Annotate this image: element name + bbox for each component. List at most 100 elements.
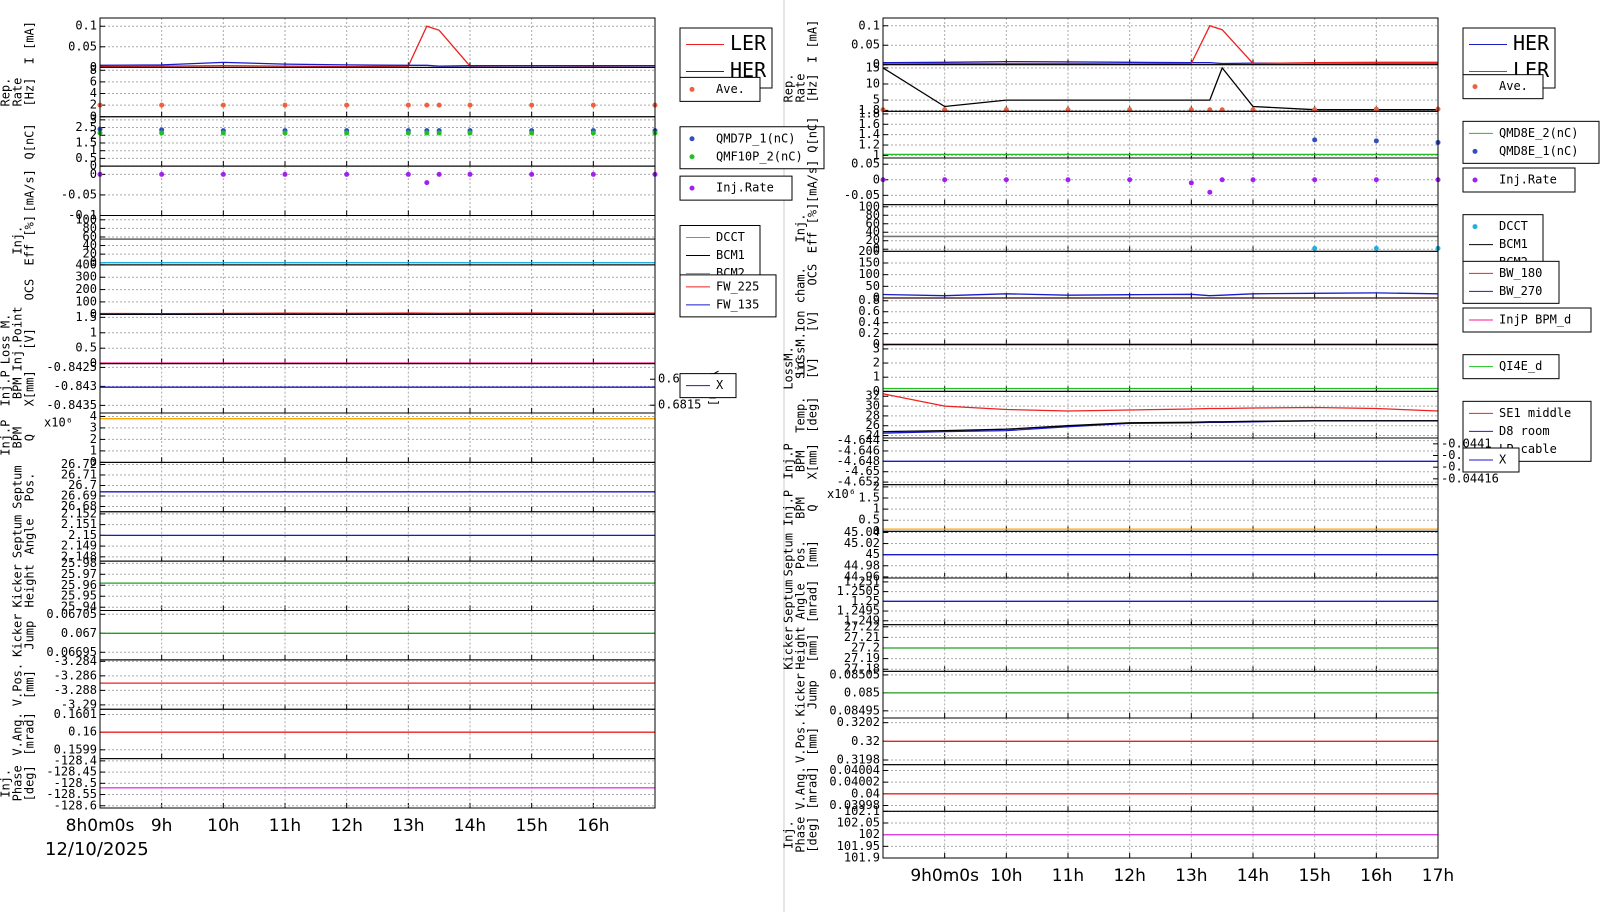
y-tick-label: 0.5 <box>858 513 880 527</box>
y-tick-label: 0.6 <box>858 304 880 318</box>
y-tick-label: 1.8 <box>858 106 880 120</box>
y-tick-label: 0.2 <box>858 326 880 340</box>
data-point <box>1188 180 1194 186</box>
y-tick-label: 3 <box>873 341 880 355</box>
x-tick-label: 10h <box>207 816 239 836</box>
y-tick-label: -128.45 <box>46 765 97 779</box>
y-tick-label: 0.067 <box>61 626 97 640</box>
legend-label: Ave. <box>716 82 745 96</box>
y-tick-label: 0.05 <box>851 157 880 171</box>
y-axis-label: Jump <box>806 680 820 709</box>
y-axis-label: Septum <box>11 465 25 508</box>
y-tick-label: -3.284 <box>54 654 97 668</box>
y-tick-label: 26 <box>866 418 880 432</box>
data-point <box>436 171 442 177</box>
y-axis-label: Rep. <box>0 78 13 107</box>
legend-marker <box>1472 84 1478 90</box>
y-tick-label: 0.1 <box>75 19 97 33</box>
y-tick-label: 27.19 <box>844 651 880 665</box>
data-line <box>882 25 1438 65</box>
y-tick-label: 44.96 <box>844 569 880 583</box>
y-tick-label: -3.29 <box>61 697 97 711</box>
y-axis-label: Kicker <box>794 673 808 716</box>
y-tick-label: 0 <box>90 159 97 173</box>
y-tick-label: 100 <box>858 267 880 281</box>
data-line <box>882 393 1439 412</box>
y-tick-label: 27.21 <box>844 630 880 644</box>
y-tick-label: 45 <box>866 547 880 561</box>
y-tick-label: -128.55 <box>46 787 97 801</box>
data-point <box>424 102 430 108</box>
data-point <box>942 177 948 183</box>
data-point <box>282 102 288 108</box>
y-axis-label: [mA/s] <box>806 160 820 203</box>
y-exponent: x10⁶ <box>44 416 73 430</box>
y-tick-label: 2 <box>90 98 97 112</box>
y-axis-label: V.Pos. <box>11 663 25 706</box>
y-tick-label: 0.3198 <box>837 753 880 767</box>
y-axis-label: [V] <box>23 328 37 350</box>
y-axis-label: Rep. <box>782 74 796 103</box>
y-axis-label: [mrad] <box>806 580 820 623</box>
y-tick-label: 0.5 <box>75 151 97 165</box>
y-axis-label: V.Ang. <box>11 712 25 755</box>
y-tick-label: 0.05 <box>851 38 880 52</box>
legend-label: FW_135 <box>716 297 759 311</box>
y-tick-label: 28 <box>866 408 880 422</box>
y-tick-label: 50 <box>866 279 880 293</box>
y-axis-label: Inj.P <box>782 443 796 479</box>
y-axis-label: Inj. <box>11 226 25 255</box>
y-tick-label: 150 <box>858 256 880 270</box>
y-tick-label: -3.286 <box>54 668 97 682</box>
y-axis-label: [deg] <box>806 397 820 433</box>
legend-label: LER <box>730 31 767 55</box>
x-tick-label: 9h <box>151 816 173 836</box>
y-tick-label: 2.15 <box>68 528 97 542</box>
x-tick-label: 16h <box>577 816 609 836</box>
data-point <box>220 171 226 177</box>
y-axis-label: Rate <box>794 74 808 103</box>
y-tick-label: 8 <box>90 63 97 77</box>
y-axis-label: [Hz] <box>806 74 820 103</box>
y-tick-label: 60 <box>83 229 97 243</box>
y-tick-label: 100 <box>75 294 97 308</box>
legend-label: QMD8E_1(nC) <box>1499 144 1578 158</box>
x-tick-label: 10h <box>990 866 1022 886</box>
y-tick-label: 0.3202 <box>837 715 880 729</box>
y-axis-label: Q <box>806 504 820 511</box>
data-point <box>159 171 165 177</box>
legend-marker <box>689 154 695 160</box>
data-point <box>1312 177 1318 183</box>
y-tick-label: 0 <box>90 60 97 74</box>
y-axis-label: Q[nC] <box>806 117 820 153</box>
legend-box <box>1462 167 1576 193</box>
y-tick-label: 25.95 <box>61 589 97 603</box>
y-tick-label: 20 <box>866 233 880 247</box>
legend-label: QMF10P_2(nC) <box>716 149 803 163</box>
y-axis-label: Temp. <box>794 397 808 433</box>
data-point <box>1250 177 1256 183</box>
data-point <box>467 171 473 177</box>
data-point <box>282 171 288 177</box>
legend-label: HER <box>1513 31 1550 55</box>
y-tick-label: 1.25 <box>851 594 880 608</box>
data-point <box>159 102 165 108</box>
y-tick-label: 0 <box>873 172 880 186</box>
y-tick-label: 26.72 <box>61 457 97 471</box>
y-tick-label: -128.5 <box>54 776 97 790</box>
y-axis-label: V.Pos. <box>794 720 808 763</box>
y-axis-label: Height <box>23 564 37 607</box>
y-tick-label: -0.843 <box>54 379 97 393</box>
y-tick-label: 25.98 <box>61 556 97 570</box>
y-tick-label: 1.2505 <box>837 584 880 598</box>
x-tick-label: 17h <box>1422 866 1454 886</box>
y-axis-label: Angle <box>794 583 808 619</box>
y-tick-label: 1.2495 <box>837 604 880 618</box>
y2-tick-label: -0.04416 <box>1441 471 1499 485</box>
y-tick-label: 200 <box>858 244 880 258</box>
y-tick-label: 1.2 <box>858 138 880 152</box>
y-tick-label: -4.648 <box>837 454 880 468</box>
y-axis-label: Eff [%] <box>23 215 37 266</box>
y-tick-label: -0.8425 <box>46 360 97 374</box>
y-axis-label: LossM.Ion cham. <box>794 267 808 375</box>
